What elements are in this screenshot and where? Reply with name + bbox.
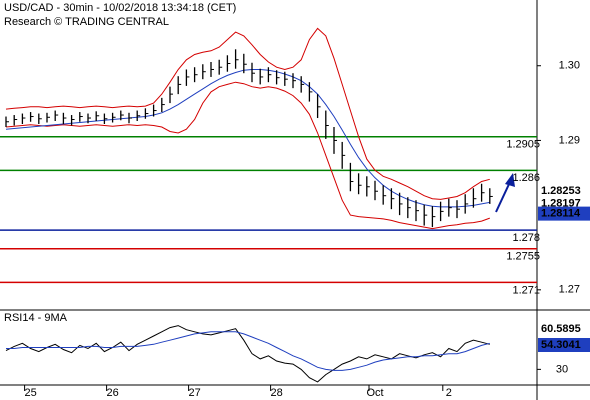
level-label: 1.271 — [512, 284, 540, 296]
forecast-arrowhead — [505, 173, 515, 187]
rsi-line — [5, 325, 490, 383]
level-label: 1.278 — [512, 232, 540, 244]
moving-average — [5, 69, 490, 208]
value-label-box — [538, 338, 590, 352]
x-tick-label: 25 — [24, 387, 36, 399]
level-label: 1.2905 — [506, 139, 540, 151]
value-label-box — [538, 206, 590, 221]
bollinger-lower — [5, 81, 490, 230]
rsi-line — [6, 331, 490, 371]
value-label: 54.3041 — [541, 339, 581, 351]
x-tick-label: 2 — [446, 387, 452, 399]
chart-subtitle: Research © TRADING CENTRAL — [4, 16, 169, 28]
level-label: 1.2755 — [506, 251, 540, 263]
bollinger-upper — [5, 27, 490, 200]
forecast-arrow — [495, 181, 511, 213]
x-tick-label: 26 — [106, 387, 118, 399]
rsi-title: RSI14 - 9MA — [4, 312, 68, 324]
y-tick-label: 1.30 — [559, 60, 580, 72]
x-tick-label: 27 — [188, 387, 200, 399]
rsi-tick-label: 30 — [556, 363, 568, 375]
chart-title: USD/CAD - 30min - 10/02/2018 13:34:18 (C… — [4, 2, 236, 14]
y-tick-label: 1.27 — [559, 284, 580, 296]
value-label: 1.28114 — [541, 208, 581, 220]
y-tick-label: 1.29 — [559, 134, 580, 146]
value-label: 1.28197 — [541, 197, 581, 209]
value-label: 60.5895 — [541, 323, 581, 335]
x-tick-label: 28 — [270, 387, 282, 399]
value-label: 1.28253 — [541, 185, 581, 197]
x-tick-label: Oct — [366, 387, 383, 399]
level-label: 1.286 — [512, 172, 540, 184]
